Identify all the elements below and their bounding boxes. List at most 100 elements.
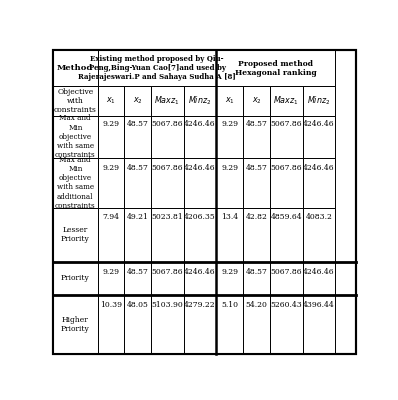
Bar xyxy=(151,262,184,294)
Bar xyxy=(243,86,270,116)
Bar xyxy=(98,50,217,86)
Text: 5260.43: 5260.43 xyxy=(270,301,302,309)
Text: 5103.90: 5103.90 xyxy=(152,301,183,309)
Text: 4396.44: 4396.44 xyxy=(303,301,335,309)
Text: Objective
with
constraints: Objective with constraints xyxy=(54,88,97,114)
Text: 48.05: 48.05 xyxy=(127,301,148,309)
Bar xyxy=(53,86,98,116)
Text: Lesser
Priority: Lesser Priority xyxy=(61,226,90,243)
Bar xyxy=(184,86,217,116)
Text: 5023.81: 5023.81 xyxy=(152,214,183,222)
Text: 4246.46: 4246.46 xyxy=(184,268,216,276)
Text: 48.57: 48.57 xyxy=(127,268,148,276)
Text: 48.57: 48.57 xyxy=(246,120,267,128)
Bar xyxy=(98,262,124,294)
Text: 48.57: 48.57 xyxy=(127,164,148,172)
Bar xyxy=(217,86,243,116)
Text: 4246.46: 4246.46 xyxy=(184,164,216,172)
Text: $x_1$: $x_1$ xyxy=(225,96,235,106)
Text: 5067.86: 5067.86 xyxy=(270,268,302,276)
Bar xyxy=(243,262,270,294)
Text: Max and
Min
objective
with same
additional
constraints: Max and Min objective with same addition… xyxy=(55,156,96,210)
Bar xyxy=(124,294,151,354)
Bar xyxy=(151,208,184,262)
Bar xyxy=(124,86,151,116)
Bar xyxy=(98,158,124,208)
Text: $Minz_2$: $Minz_2$ xyxy=(188,95,212,107)
Text: Existing method proposed by Qiu-
Peng,Bing-Yuan Cao[7]and used by
Rajerajeswari.: Existing method proposed by Qiu- Peng,Bi… xyxy=(78,55,236,82)
Bar xyxy=(217,50,335,86)
Text: $Minz_2$: $Minz_2$ xyxy=(307,95,331,107)
Text: Method: Method xyxy=(57,64,94,72)
Bar xyxy=(98,208,124,262)
Bar xyxy=(243,116,270,158)
Text: Priority: Priority xyxy=(61,274,90,282)
Text: 4206.35: 4206.35 xyxy=(184,214,216,222)
Text: 4246.46: 4246.46 xyxy=(184,120,216,128)
Text: 48.57: 48.57 xyxy=(246,164,267,172)
Bar xyxy=(124,158,151,208)
Bar xyxy=(270,158,302,208)
Bar xyxy=(184,208,217,262)
Text: 4083.2: 4083.2 xyxy=(306,214,332,222)
Bar xyxy=(302,86,335,116)
Text: Max and
Min
objective
with same
constraints: Max and Min objective with same constrai… xyxy=(55,114,96,159)
Text: 48.57: 48.57 xyxy=(127,120,148,128)
Bar xyxy=(243,208,270,262)
Bar xyxy=(243,294,270,354)
Text: 9.29: 9.29 xyxy=(103,120,119,128)
Bar xyxy=(243,158,270,208)
Bar xyxy=(151,294,184,354)
Text: 54.20: 54.20 xyxy=(246,301,267,309)
Bar xyxy=(270,294,302,354)
Text: 49.21: 49.21 xyxy=(127,214,148,222)
Text: 4279.22: 4279.22 xyxy=(184,301,216,309)
Text: 7.94: 7.94 xyxy=(103,214,119,222)
Bar xyxy=(151,86,184,116)
Bar xyxy=(217,262,243,294)
Bar xyxy=(270,208,302,262)
Bar xyxy=(98,86,124,116)
Bar xyxy=(217,208,243,262)
Text: 5.10: 5.10 xyxy=(221,301,238,309)
Text: 13.4: 13.4 xyxy=(221,214,238,222)
Bar xyxy=(184,294,217,354)
Bar xyxy=(98,294,124,354)
Text: $Maxz_1$: $Maxz_1$ xyxy=(154,95,180,107)
Bar xyxy=(270,262,302,294)
Text: 42.82: 42.82 xyxy=(246,214,267,222)
Text: 48.57: 48.57 xyxy=(246,268,267,276)
Bar xyxy=(53,294,98,354)
Bar xyxy=(302,294,335,354)
Bar xyxy=(53,50,98,86)
Text: 9.29: 9.29 xyxy=(103,268,119,276)
Text: Higher
Priority: Higher Priority xyxy=(61,316,90,333)
Text: 10.39: 10.39 xyxy=(100,301,122,309)
Bar xyxy=(302,262,335,294)
Bar xyxy=(217,158,243,208)
Text: 5067.86: 5067.86 xyxy=(270,120,302,128)
Bar xyxy=(124,116,151,158)
Bar xyxy=(151,116,184,158)
Text: $Maxz_1$: $Maxz_1$ xyxy=(273,95,299,107)
Bar xyxy=(124,262,151,294)
Text: Proposed method
Hexagonal ranking: Proposed method Hexagonal ranking xyxy=(235,60,317,77)
Bar xyxy=(53,116,98,158)
Bar xyxy=(53,158,98,208)
Text: $x_1$: $x_1$ xyxy=(106,96,116,106)
Bar xyxy=(98,116,124,158)
Bar xyxy=(217,294,243,354)
Bar xyxy=(53,208,98,262)
Bar xyxy=(184,116,217,158)
Text: 9.29: 9.29 xyxy=(221,164,238,172)
Bar xyxy=(302,158,335,208)
Bar xyxy=(151,158,184,208)
Bar xyxy=(302,116,335,158)
Text: 4246.46: 4246.46 xyxy=(303,164,335,172)
Bar xyxy=(217,116,243,158)
Bar xyxy=(302,208,335,262)
Text: 9.29: 9.29 xyxy=(221,268,238,276)
Bar xyxy=(184,262,217,294)
Bar xyxy=(270,86,302,116)
Text: 5067.86: 5067.86 xyxy=(152,120,183,128)
